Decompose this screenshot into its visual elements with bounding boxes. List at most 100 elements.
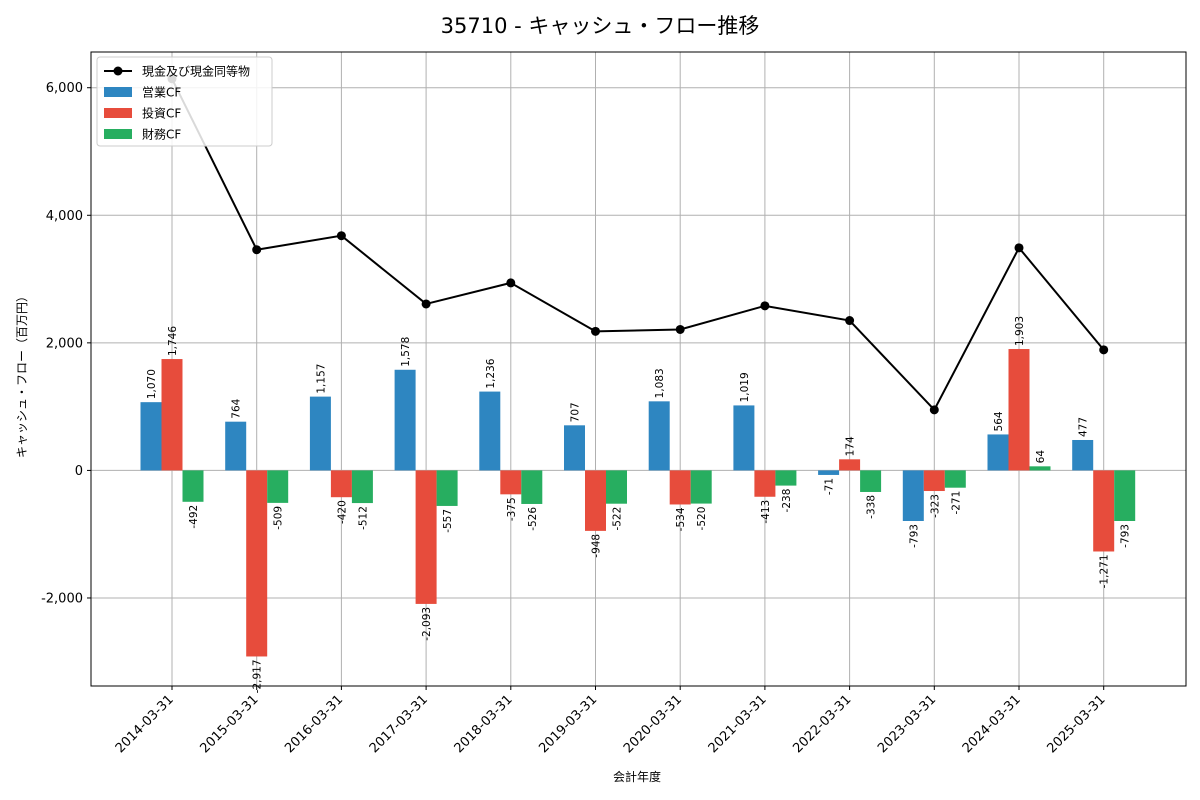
bar-value-label: -1,271 xyxy=(1099,554,1111,588)
cash-point xyxy=(252,245,262,255)
y-axis-label: キャッシュ・フロー（百万円） xyxy=(15,290,29,458)
bar-financing xyxy=(775,470,797,486)
legend-box xyxy=(96,56,273,147)
bar-operating xyxy=(479,391,501,471)
y-tick-label: 6,000 xyxy=(46,81,83,96)
cash-point xyxy=(760,301,770,311)
y-tick-label: -2,000 xyxy=(41,591,83,606)
bar-investing xyxy=(415,470,437,604)
legend-label: 財務CF xyxy=(142,127,181,142)
chart-title: 35710 - キャッシュ・フロー推移 xyxy=(441,14,760,38)
x-tick-label: 2016-03-31 xyxy=(282,692,346,756)
cash-point xyxy=(675,324,685,334)
cash-point xyxy=(421,299,431,309)
bar-investing xyxy=(754,470,776,497)
bar-financing xyxy=(1029,466,1051,471)
bar-investing xyxy=(500,470,522,495)
x-tick-label: 2015-03-31 xyxy=(197,692,261,756)
bar-operating xyxy=(140,402,162,471)
cash-line-layer xyxy=(167,74,1109,415)
cash-point xyxy=(845,316,855,326)
x-tick-label: 2022-03-31 xyxy=(790,692,854,756)
bar-value-label: 1,070 xyxy=(146,369,158,399)
data-labels-layer: 1,070 764 1,157 1,578 1,236 707 1,083 1,019 -71 -… xyxy=(146,316,1132,693)
bar-operating xyxy=(394,369,416,471)
cash-point xyxy=(591,326,600,336)
bar-financing xyxy=(944,470,966,488)
x-tick-label: 2017-03-31 xyxy=(367,692,431,756)
bar-value-label: 64 xyxy=(1035,450,1047,464)
cash-point xyxy=(1014,243,1024,253)
bar-operating xyxy=(648,401,670,471)
bar-financing xyxy=(860,470,882,492)
bar-value-label: -420 xyxy=(336,500,348,524)
bar-operating xyxy=(309,396,331,471)
legend-bar-swatch xyxy=(104,87,132,97)
bar-investing xyxy=(330,470,352,498)
bar-financing xyxy=(521,470,543,504)
x-tick-label: 2025-03-31 xyxy=(1044,692,1108,756)
bar-value-label: -492 xyxy=(188,505,200,529)
bar-value-label: -520 xyxy=(696,507,708,531)
bar-operating xyxy=(733,405,755,471)
bar-value-label: 1,578 xyxy=(400,337,412,367)
legend-label: 営業CF xyxy=(142,86,181,100)
bar-value-label: 1,157 xyxy=(315,364,327,394)
bar-operating xyxy=(818,470,840,475)
bar-investing xyxy=(246,470,268,657)
bar-investing xyxy=(669,470,691,505)
legend-bar-swatch xyxy=(104,108,132,118)
bar-value-label: -375 xyxy=(506,497,518,521)
bar-value-label: 1,746 xyxy=(167,326,179,356)
bar-value-label: 564 xyxy=(993,411,1005,431)
bar-financing xyxy=(436,470,458,506)
bar-value-label: 477 xyxy=(1078,417,1090,437)
bar-financing xyxy=(351,470,373,504)
cash-point xyxy=(336,231,346,241)
bar-operating xyxy=(225,421,247,471)
bar-value-label: -793 xyxy=(908,524,920,548)
cash-point xyxy=(1099,345,1109,355)
bar-investing xyxy=(839,459,861,471)
x-tick-label: 2014-03-31 xyxy=(113,692,177,756)
bar-investing xyxy=(1008,349,1030,471)
bar-value-label: -2,093 xyxy=(421,607,433,641)
y-tick-label: 2,000 xyxy=(46,336,83,351)
bar-investing xyxy=(161,359,183,471)
bar-value-label: -948 xyxy=(591,534,603,558)
x-tick-label: 2021-03-31 xyxy=(706,692,770,756)
bar-value-label: -338 xyxy=(866,495,878,519)
legend-marker xyxy=(113,66,123,76)
bar-investing xyxy=(923,470,945,492)
cash-line xyxy=(171,78,1105,412)
bar-value-label: -271 xyxy=(950,491,962,515)
bar-value-label: 1,019 xyxy=(739,372,751,402)
bar-value-label: -793 xyxy=(1120,524,1132,548)
bar-financing xyxy=(606,470,627,504)
plot-frame xyxy=(90,51,1187,687)
bars-layer xyxy=(140,349,1136,657)
bar-value-label: -509 xyxy=(273,506,285,530)
x-tick-label: 2023-03-31 xyxy=(875,692,939,756)
bar-investing xyxy=(585,470,606,531)
bar-financing xyxy=(690,470,712,504)
bar-value-label: -71 xyxy=(824,478,836,495)
bar-value-label: 1,236 xyxy=(485,358,497,388)
bar-value-label: -534 xyxy=(675,507,687,531)
bar-value-label: -512 xyxy=(357,506,369,530)
cash-point xyxy=(929,405,939,415)
x-axis-label: 会計年度 xyxy=(613,769,661,784)
bar-financing xyxy=(267,470,289,503)
x-tick-label: 2019-03-31 xyxy=(536,692,600,756)
x-tick-label: 2018-03-31 xyxy=(452,692,516,756)
x-tick-label: 2024-03-31 xyxy=(960,692,1024,756)
legend-label: 現金及び現金同等物 xyxy=(142,64,250,79)
bar-operating xyxy=(902,470,924,521)
y-tick-label: 4,000 xyxy=(46,209,83,224)
bar-value-label: 764 xyxy=(231,398,243,418)
bar-value-label: -557 xyxy=(442,509,454,533)
legend-bar-swatch xyxy=(104,129,132,139)
bar-value-label: -2,917 xyxy=(252,659,264,693)
